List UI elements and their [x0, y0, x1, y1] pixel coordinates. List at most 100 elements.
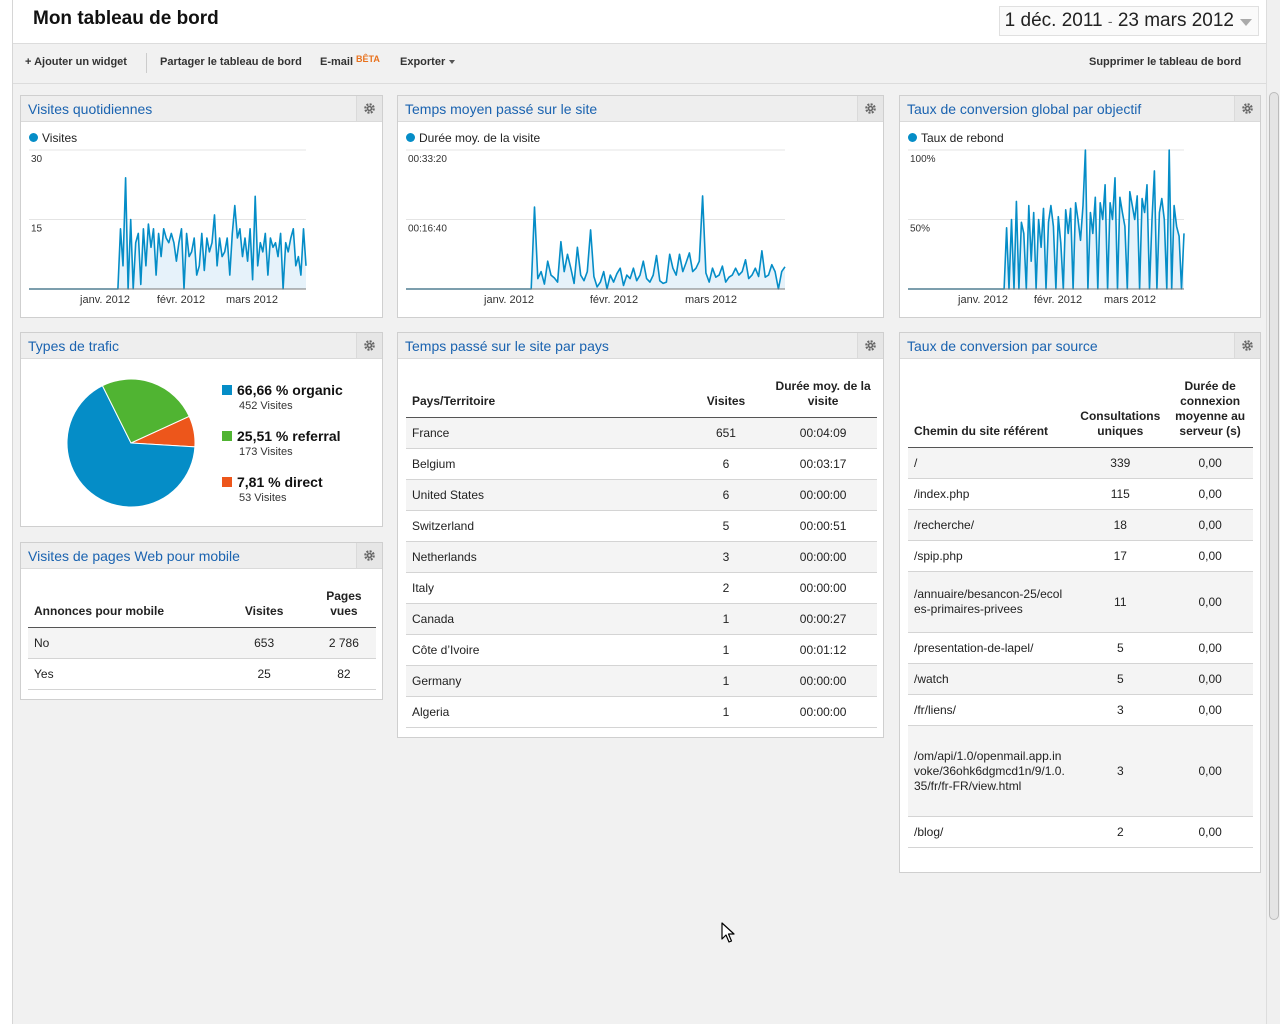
table-row[interactable]: /339 0,00 — [908, 447, 1253, 479]
share-dashboard-button[interactable]: Partager le tableau de bord — [160, 56, 302, 68]
table-cell[interactable]: /blog/ — [908, 816, 1074, 848]
table-cell[interactable]: Italy — [406, 572, 683, 604]
widget-settings-button[interactable] — [356, 96, 382, 121]
table-cell[interactable]: Canada — [406, 603, 683, 635]
widget-settings-button[interactable] — [356, 543, 382, 568]
date-range-picker[interactable]: 1 déc. 2011 - 23 mars 2012 — [998, 6, 1259, 36]
widget-header: Taux de conversion global par objectif — [900, 96, 1260, 122]
widget-settings-button[interactable] — [1234, 333, 1260, 358]
table-row[interactable]: Canada 1 00:00:27 — [406, 603, 877, 635]
scrollbar-thumb[interactable] — [1269, 92, 1279, 920]
widget-title[interactable]: Types de trafic — [28, 338, 120, 354]
col-header[interactable]: Annonces pour mobile — [28, 589, 217, 628]
table-cell[interactable]: /fr/liens/ — [908, 694, 1074, 726]
col-header[interactable]: Pays/Territoire — [406, 379, 683, 418]
swatch-organic — [222, 385, 232, 395]
widget-title[interactable]: Taux de conversion global par objectif — [907, 101, 1142, 117]
table-cell: 00:00:51 — [769, 510, 877, 542]
table-cell: 18 — [1073, 509, 1168, 541]
export-dropdown[interactable]: Exporter — [400, 56, 456, 68]
table-cell: 0,00 — [1167, 478, 1253, 510]
table-row[interactable]: /recherche/18 0,00 — [908, 509, 1253, 541]
widget-settings-button[interactable] — [356, 333, 382, 358]
widget-title[interactable]: Temps passé sur le site par pays — [405, 338, 609, 354]
table-row[interactable]: Algeria 1 00:00:00 — [406, 696, 877, 728]
widget-title[interactable]: Visites quotidiennes — [28, 101, 153, 117]
col-header[interactable]: Chemin du site référent — [908, 379, 1074, 448]
table-cell[interactable]: / — [908, 447, 1074, 479]
table-row[interactable]: Belgium 6 00:03:17 — [406, 448, 877, 480]
table-cell[interactable]: /presentation-de-lapel/ — [908, 632, 1074, 664]
delete-dashboard-button[interactable]: Supprimer le tableau de bord — [1089, 56, 1242, 68]
table-row[interactable]: United States 6 00:00:00 — [406, 479, 877, 511]
widget-settings-button[interactable] — [1234, 96, 1260, 121]
table-cell: 5 — [682, 510, 770, 542]
table-row[interactable]: /fr/liens/3 0,00 — [908, 694, 1253, 726]
col-header[interactable]: Consultations uniques — [1073, 379, 1168, 448]
col-header[interactable]: Visites — [216, 589, 312, 628]
widget-header: Taux de conversion par source — [900, 333, 1260, 359]
table-row[interactable]: Switzerland 5 00:00:51 — [406, 510, 877, 542]
series-dot — [406, 133, 415, 142]
table-cell[interactable]: /om/api/1.0/openmail.app.invoke/36ohk6dg… — [908, 725, 1074, 817]
daily-visits-chart: 30 15 janv. 2012 févr. 2012 mars 2012 — [29, 149, 307, 306]
table-cell[interactable]: Belgium — [406, 448, 683, 480]
table-cell: 25 — [216, 658, 312, 690]
widget-country-time: Temps passé sur le site par pays Pays/Te… — [397, 332, 884, 738]
table-cell[interactable]: Algeria — [406, 696, 683, 728]
series-line — [406, 195, 786, 290]
widget-title[interactable]: Taux de conversion par source — [907, 338, 1098, 354]
widget-settings-button[interactable] — [857, 333, 883, 358]
table-row[interactable]: /om/api/1.0/openmail.app.invoke/36ohk6dg… — [908, 725, 1253, 817]
pie-slice-organic[interactable] — [66, 385, 196, 508]
pie-slice-referral[interactable] — [101, 378, 190, 444]
table-row[interactable]: /spip.php 17 0,00 — [908, 540, 1253, 572]
table-cell: 00:00:00 — [769, 479, 877, 511]
table-cell[interactable]: /recherche/ — [908, 509, 1074, 541]
table-cell[interactable]: Côte d’Ivoire — [406, 634, 683, 666]
table-cell[interactable]: Switzerland — [406, 510, 683, 542]
add-widget-button[interactable]: + Ajouter un widget — [25, 56, 127, 68]
page-scrollbar[interactable] — [1266, 0, 1280, 1024]
y-tick-label: 00:16:40 — [408, 224, 447, 235]
table-cell[interactable]: Germany — [406, 665, 683, 697]
col-header[interactable]: Pages vues — [311, 589, 376, 628]
table-cell[interactable]: Yes — [28, 658, 217, 690]
table-row[interactable]: /annuaire/besancon-25/ecoles-primaires-p… — [908, 571, 1253, 633]
table-row[interactable]: France 651 00:04:09 — [406, 417, 877, 449]
table-row[interactable]: /blog/2 0,00 — [908, 816, 1253, 848]
table-row[interactable]: /index.php 115 0,00 — [908, 478, 1253, 510]
table-cell: 00:04:09 — [769, 417, 877, 449]
gear-icon — [1242, 340, 1253, 351]
table-row[interactable]: No 653 2 786 — [28, 627, 376, 659]
x-tick-label: févr. 2012 — [157, 294, 205, 306]
table-cell[interactable]: France — [406, 417, 683, 449]
table-row[interactable]: /presentation-de-lapel/5 0,00 — [908, 632, 1253, 664]
table-cell: 00:01:12 — [769, 634, 877, 666]
table-row[interactable]: Netherlands 3 00:00:00 — [406, 541, 877, 573]
email-button[interactable]: E-mail BÊTA — [320, 54, 380, 68]
table-row[interactable]: Yes 25 82 — [28, 658, 376, 690]
dashboard-page: Mon tableau de bord 1 déc. 2011 - 23 mar… — [12, 0, 1267, 1024]
conversion-goal-chart: 100% 50% janv. 2012 févr. 2012 mars 2012 — [908, 149, 1185, 306]
table-cell[interactable]: /index.php — [908, 478, 1074, 510]
widget-title[interactable]: Visites de pages Web pour mobile — [28, 548, 240, 564]
table-row[interactable]: /watch 5 0,00 — [908, 663, 1253, 695]
col-header[interactable]: Durée moy. de la visite — [769, 379, 877, 418]
table-cell[interactable]: /annuaire/besancon-25/ecoles-primaires-p… — [908, 571, 1074, 633]
table-cell[interactable]: United States — [406, 479, 683, 511]
widget-traffic-types: Types de trafic 66,66 % organic 452 Visi… — [20, 332, 383, 527]
table-row[interactable]: Côte d’Ivoire 1 00:01:12 — [406, 634, 877, 666]
toolbar-divider — [146, 53, 147, 73]
table-cell[interactable]: Netherlands — [406, 541, 683, 573]
widget-settings-button[interactable] — [857, 96, 883, 121]
table-cell: 2 — [1073, 816, 1168, 848]
col-header[interactable]: Durée de connexion moyenne au serveur (s… — [1167, 379, 1253, 448]
table-row[interactable]: Italy 2 00:00:00 — [406, 572, 877, 604]
table-cell[interactable]: /spip.php — [908, 540, 1074, 572]
col-header[interactable]: Visites — [682, 379, 770, 418]
table-cell[interactable]: /watch — [908, 663, 1074, 695]
widget-title[interactable]: Temps moyen passé sur le site — [405, 101, 598, 117]
table-cell[interactable]: No — [28, 627, 217, 659]
table-row[interactable]: Germany 1 00:00:00 — [406, 665, 877, 697]
